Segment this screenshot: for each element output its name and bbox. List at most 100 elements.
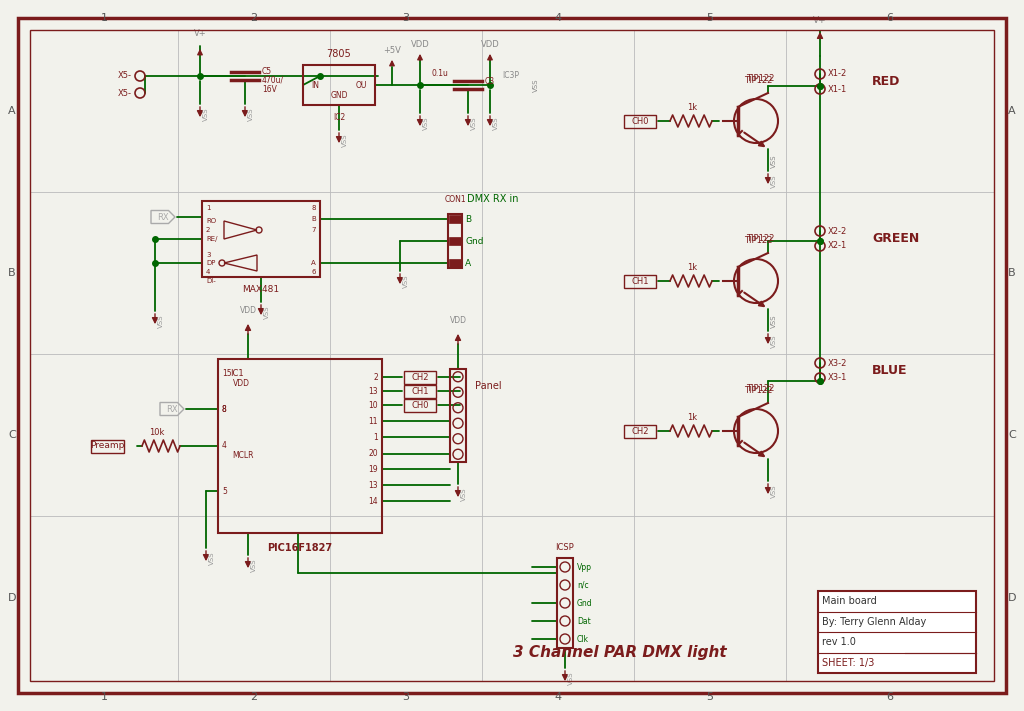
Text: VSS: VSS [158,314,164,328]
Text: RO: RO [206,218,216,224]
Text: V+: V+ [194,29,206,38]
Text: PIC16F1827: PIC16F1827 [267,543,333,553]
Text: VSS: VSS [568,671,574,685]
Text: Panel: Panel [475,381,502,391]
Text: Vpp: Vpp [577,562,592,572]
Text: Gnd: Gnd [465,237,483,245]
Text: Dat: Dat [577,616,591,626]
Text: 3 Channel PAR DMX light: 3 Channel PAR DMX light [513,646,727,661]
Text: VSS: VSS [209,551,215,565]
Text: VSS: VSS [493,117,499,129]
Text: +5V: +5V [383,46,401,55]
Text: CH2: CH2 [631,427,649,436]
Text: DI-: DI- [206,278,216,284]
Text: VDD: VDD [240,306,256,315]
Bar [404,385,436,397]
Text: 11: 11 [369,417,378,425]
Text: VSS: VSS [534,78,539,92]
Text: CON1: CON1 [444,195,466,204]
Text: A: A [465,259,471,267]
Text: D: D [1008,593,1016,603]
Text: TIP122: TIP122 [745,234,774,243]
Text: VSS: VSS [471,117,477,129]
Bar [624,114,656,127]
Text: VSS: VSS [771,154,777,168]
Bar [818,591,976,673]
Text: TIP122: TIP122 [743,236,772,245]
Text: 4: 4 [222,442,227,451]
Text: VSS: VSS [248,107,254,121]
Bar [449,215,461,223]
Text: C: C [1008,430,1016,440]
Text: RED: RED [872,75,900,88]
Text: 1k: 1k [687,103,697,112]
Bar [449,259,461,267]
Text: 1: 1 [100,692,108,702]
Text: 4: 4 [554,692,561,702]
Text: 470u/: 470u/ [262,75,284,85]
Text: 2: 2 [206,227,210,233]
Text: 6: 6 [887,13,894,23]
Text: 15: 15 [222,370,231,378]
Text: 3: 3 [206,252,211,258]
Text: RX: RX [166,405,178,414]
Text: 1: 1 [100,13,108,23]
Text: TIP122: TIP122 [745,384,774,393]
Text: 20: 20 [369,449,378,459]
Text: Main board: Main board [822,597,877,606]
Text: X1-2: X1-2 [828,70,847,78]
Text: VSS: VSS [423,117,429,129]
Text: 4: 4 [554,13,561,23]
Text: DMX RX in: DMX RX in [467,194,518,204]
Text: 1k: 1k [687,263,697,272]
Text: rev 1.0: rev 1.0 [822,637,856,647]
Text: Preamp: Preamp [90,442,124,451]
Text: IC3P: IC3P [502,70,519,80]
Text: 10: 10 [369,400,378,410]
Text: CH0: CH0 [631,117,649,126]
Text: 2: 2 [374,373,378,382]
Text: VDD: VDD [233,380,250,388]
Text: 6: 6 [311,269,316,275]
Bar [624,424,656,437]
Text: B: B [311,216,316,222]
Text: C: C [8,430,16,440]
Text: X2-1: X2-1 [828,242,847,250]
Text: OU: OU [355,80,367,90]
Text: VSS: VSS [342,133,348,146]
Text: 10k: 10k [150,428,165,437]
Bar [90,439,124,452]
Text: A: A [1009,106,1016,116]
Bar [449,214,462,268]
Text: X5-: X5- [118,72,132,80]
Text: X3-2: X3-2 [828,358,848,368]
Text: CH1: CH1 [631,277,649,286]
Text: VDD: VDD [450,316,467,325]
Text: D: D [8,593,16,603]
Text: RX: RX [158,213,169,222]
Text: 13: 13 [369,481,378,489]
Text: A: A [8,106,15,116]
Text: Clk: Clk [577,634,589,643]
Text: IC1: IC1 [230,369,244,378]
Text: C3: C3 [485,77,496,85]
Text: 8: 8 [311,205,316,211]
Text: VSS: VSS [251,558,257,572]
Text: VSS: VSS [461,487,467,501]
Text: VDD: VDD [411,40,429,49]
Bar [404,398,436,412]
Text: TIP122: TIP122 [745,74,774,83]
Text: VSS: VSS [771,314,777,328]
Text: V+: V+ [813,16,826,25]
Text: GND: GND [331,91,348,100]
Text: 8: 8 [222,405,226,414]
Text: 4: 4 [206,269,210,275]
Text: X2-2: X2-2 [828,227,847,235]
Text: 7805: 7805 [327,49,351,59]
Text: RE/: RE/ [206,236,217,242]
Text: 3: 3 [402,692,410,702]
Bar [450,369,466,462]
Text: 6: 6 [887,692,894,702]
Text: VDD: VDD [480,40,500,49]
Bar [557,558,573,648]
